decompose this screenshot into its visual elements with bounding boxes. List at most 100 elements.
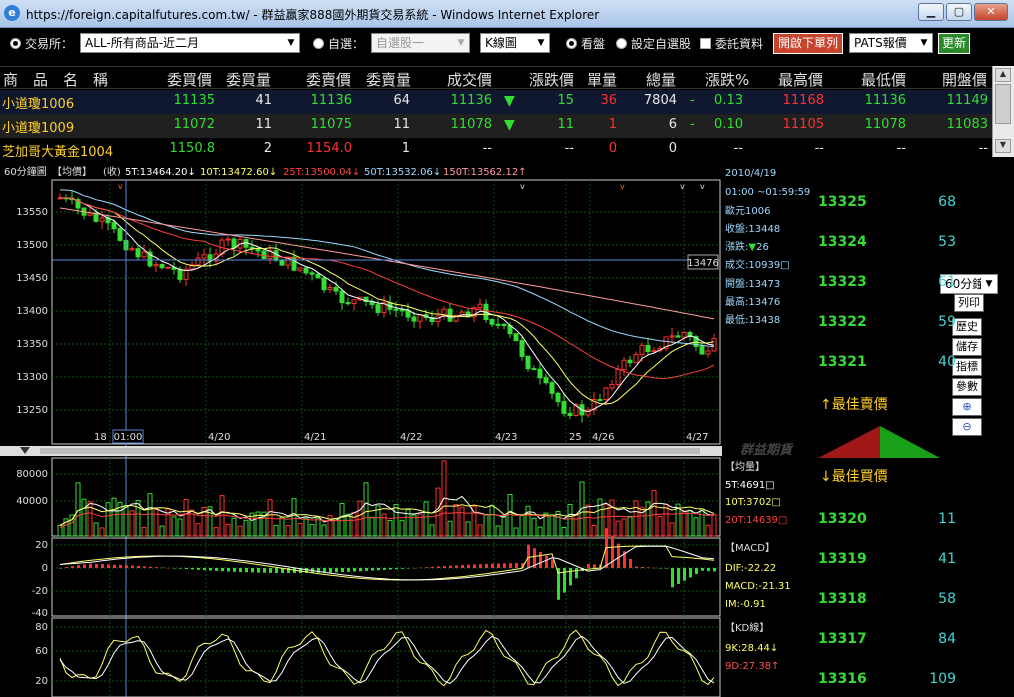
table-scrollbar[interactable]: ▲ ▼ [992, 66, 1014, 157]
volume-bar [159, 525, 165, 537]
row-single: 36 [600, 93, 617, 108]
chart-type-select[interactable]: K線圖 ▼ [480, 33, 550, 53]
exchange-radio[interactable]: 交易所： [10, 34, 73, 54]
macd-bar [77, 565, 80, 568]
open-order-button[interactable]: 開啟下單列 [773, 33, 843, 54]
volume-bar [195, 523, 201, 537]
table-row[interactable]: 芝加哥大黃金1004 1150.8 2 1154.0 1 -- -- 0 0 -… [0, 138, 992, 157]
volume-bar [189, 509, 195, 537]
ma10-line [59, 197, 715, 405]
maximize-button[interactable]: ▢ [946, 3, 972, 21]
watchlist-select[interactable]: 自選股一 ▼ [371, 33, 470, 53]
macd-bar [257, 568, 260, 573]
candle-body [453, 314, 459, 322]
row-bid-qty: 41 [255, 93, 272, 108]
macd-bar [59, 568, 62, 569]
price-tick: 13500 [16, 240, 48, 251]
macd-bar [629, 558, 632, 568]
ask-row: 13325 68 [818, 194, 956, 214]
row-name: 小道瓊1009 [2, 121, 75, 136]
exchange-select[interactable]: ALL-所有商品-近二月 ▼ [80, 33, 300, 53]
chevron-down-icon: ▼ [981, 275, 997, 293]
volume-bar [393, 504, 399, 537]
kd-title: 【KD線】 [725, 621, 769, 634]
pats-select[interactable]: PATS報價 ▼ [849, 33, 933, 53]
scroll-down-icon[interactable]: ▼ [995, 139, 1011, 153]
bid-volume: 109 [929, 671, 956, 687]
macd-bar [437, 566, 440, 568]
macd-bar [167, 567, 170, 569]
order-checkbox[interactable]: 委託資料 [700, 34, 763, 54]
candle-body [135, 248, 141, 258]
row-bid: 1150.8 [169, 141, 216, 156]
volume-bar [651, 490, 657, 537]
scroll-thumb[interactable] [995, 84, 1011, 124]
header-last: 成交價 [447, 71, 493, 89]
zoom-out-icon[interactable]: ⊖ [952, 418, 982, 436]
candle-body [687, 331, 693, 338]
volume-bar [339, 502, 345, 537]
volume-bar [201, 507, 207, 537]
candle-body [291, 256, 297, 271]
kd-tick: 60 [35, 646, 48, 657]
zoom-in-icon[interactable]: ⊕ [952, 398, 982, 416]
macd-bar [473, 564, 476, 568]
row-pct-sign: - [690, 117, 695, 132]
indicator-button[interactable]: 指標 [952, 358, 982, 376]
view-radio[interactable]: 看盤 [566, 34, 605, 54]
watchlist-radio[interactable]: 自選： [313, 34, 364, 54]
candle-body [549, 382, 555, 394]
bid-row: 13320 11 [818, 511, 956, 531]
candle-body [591, 398, 597, 411]
macd-bar [149, 566, 152, 568]
history-button[interactable]: 歷史 [952, 318, 982, 336]
scroll-marker-icon [20, 447, 30, 454]
volume-bar [279, 516, 285, 537]
candle-body [399, 309, 405, 312]
macd-bar [521, 563, 524, 568]
volume-ma5: 5T:4691□ [725, 480, 775, 491]
bid-volume: 11 [938, 511, 956, 527]
close-button[interactable]: ✕ [974, 3, 1008, 21]
macd-bar [605, 528, 608, 568]
print-button[interactable]: 列印 [954, 294, 984, 312]
row-last: -- [482, 141, 492, 156]
x-label: 01:00 [114, 432, 143, 443]
period-select[interactable]: 60分鐘 ▼ [940, 274, 998, 294]
radio-off-icon [616, 38, 627, 49]
macd-bar [341, 568, 344, 573]
volume-bar [249, 512, 255, 537]
params-button[interactable]: 參數 [952, 378, 982, 396]
best-ask-label: ↑最佳賣價 [820, 397, 888, 413]
minimize-button[interactable]: ▁ [918, 3, 944, 21]
row-name: 小道瓊1006 [2, 97, 75, 112]
set-watch-radio[interactable]: 設定自選股 [616, 34, 691, 54]
scroll-up-icon[interactable]: ▲ [995, 68, 1011, 82]
table-row[interactable]: 小道瓊1009 11072 11 11075 11 11078 ▼ 11 1 6… [0, 114, 992, 138]
watchlist-select-value: 自選股一 [376, 36, 425, 50]
volume-bar [369, 516, 375, 537]
macd-bar [461, 565, 464, 568]
volume-bar [405, 509, 411, 537]
volume-ma10: 10T:3702□ [725, 497, 781, 508]
volume-bar [495, 525, 501, 537]
table-row[interactable]: 小道瓊1006 11135 41 11136 64 11136 ▼ 15 36 … [0, 90, 992, 114]
macd-bar [221, 568, 224, 572]
macd-bar [161, 567, 164, 568]
toolbar: 交易所： ALL-所有商品-近二月 ▼ 自選： 自選股一 ▼ K線圖 ▼ 看盤 設定自… [0, 28, 1014, 60]
macd-bar [125, 565, 128, 568]
price-tick: 13350 [16, 339, 48, 350]
refresh-button[interactable]: 更新 [938, 33, 970, 54]
macd-bar [455, 565, 458, 568]
candle-body [177, 268, 183, 280]
volume-ma20: 20T:14639□ [725, 515, 787, 526]
macd-title: 【MACD】 [725, 542, 775, 554]
candle-body [201, 254, 207, 259]
macd-signal-line [59, 545, 715, 581]
info-open: 開盤:13473 [725, 277, 780, 290]
chart-scroll-thumb[interactable] [40, 448, 700, 454]
chart-svg[interactable]: 60分鐘圖 【均價】 (收) 5T:13464.20↓ 10T:13472.60… [0, 158, 1014, 697]
macd-bar [365, 568, 368, 571]
candle-body [279, 259, 285, 266]
save-button[interactable]: 儲存 [952, 338, 982, 356]
